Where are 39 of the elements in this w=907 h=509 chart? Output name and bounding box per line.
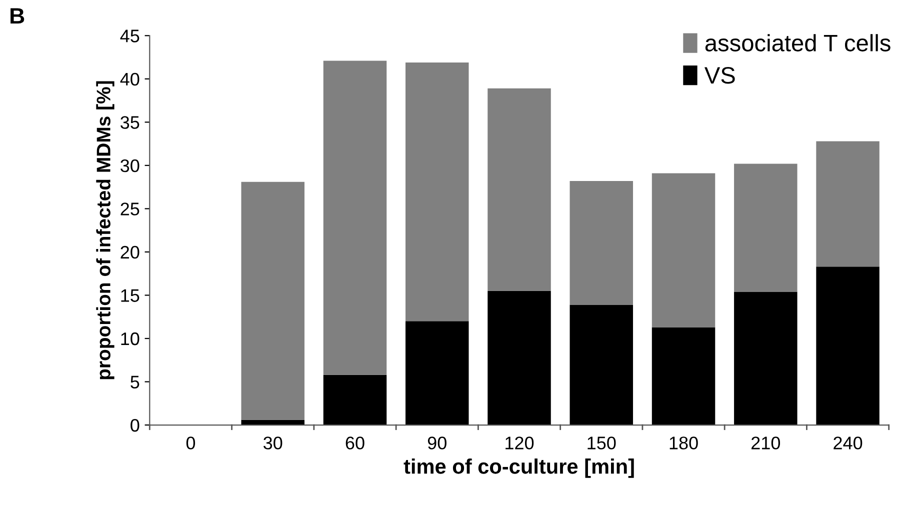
y-tick-label: 45: [120, 30, 140, 42]
legend-label: associated T cells: [705, 34, 890, 52]
bar: [406, 321, 469, 426]
y-axis-title: proportion of infected MDMs [%]: [96, 81, 114, 380]
x-tick-label: 180: [670, 436, 698, 450]
bar: [816, 266, 880, 426]
bar: [734, 292, 798, 426]
y-tick-label: 10: [121, 332, 140, 346]
x-tick-label: 120: [506, 436, 534, 450]
x-tick-label: 210: [752, 436, 780, 450]
x-tick-label: 30: [264, 436, 282, 450]
y-tick-label: 40: [120, 72, 140, 86]
bar: [488, 290, 551, 426]
x-axis-title: time of co-culture [min]: [404, 458, 634, 478]
y-tick-label: 15: [121, 289, 140, 302]
bar: [406, 62, 469, 322]
x-tick-label: 0: [186, 436, 196, 450]
y-tick-label: 5: [130, 376, 140, 388]
bar: [241, 182, 304, 420]
x-tick-label: 90: [428, 436, 446, 450]
bar: [323, 374, 387, 426]
bar: [323, 60, 387, 375]
y-tick-label: 0: [130, 418, 140, 432]
x-tick-label: 150: [588, 436, 616, 450]
y-tick-label: 20: [120, 246, 140, 259]
legend-label: VS: [704, 67, 735, 84]
text: B: [10, 8, 24, 24]
bar: [734, 164, 798, 292]
bar: [488, 88, 551, 291]
y-tick-label: 25: [120, 202, 140, 216]
y-tick-label: 30: [120, 159, 140, 172]
y-tick-label: 35: [120, 116, 140, 129]
bar: [816, 141, 880, 267]
bar: [570, 181, 634, 305]
bar: [652, 327, 716, 426]
x-tick-label: 60: [346, 436, 364, 450]
bar: [570, 304, 634, 426]
bar: [652, 173, 716, 328]
x-tick-label: 240: [834, 436, 862, 450]
